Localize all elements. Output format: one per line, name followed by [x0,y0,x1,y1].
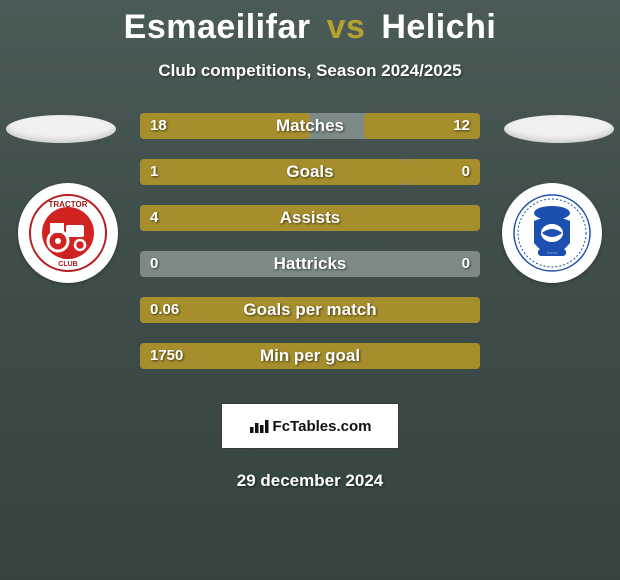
comparison-card: Esmaeilifar vs Helichi Club competitions… [0,0,620,580]
brand-text: FcTables.com [273,418,372,435]
svg-text:~~~~: ~~~~ [547,251,558,256]
chart-area: TRACTOR CLUB 1970 ~~~~ [0,105,620,385]
subtitle: Club competitions, Season 2024/2025 [0,61,620,81]
bar-left [140,205,480,231]
bar-left [140,159,405,185]
player2-club-badge: ~~~~ [502,183,602,283]
brand-prefix: Fc [273,418,291,435]
stat-row: Min per goal1750 [140,343,480,369]
value-left: 4 [150,209,158,226]
date-label: 29 december 2024 [0,471,620,491]
value-left: 18 [150,117,167,134]
value-right: 0 [462,163,470,180]
value-left: 1750 [150,347,183,364]
stat-label: Hattricks [140,254,480,274]
value-left: 1 [150,163,158,180]
bar-left [140,343,480,369]
bars-icon [249,418,269,434]
vs-label: vs [327,8,366,46]
player1-club-badge: TRACTOR CLUB 1970 [18,183,118,283]
stat-row: Hattricks0 0 [140,251,480,277]
player1-oval [6,115,116,143]
page-title: Esmaeilifar vs Helichi [0,8,620,47]
stat-row: Assists4 [140,205,480,231]
stat-row: Matches1812 [140,113,480,139]
stat-rows: Matches1812Goals10Assists4Hattricks00Goa… [140,113,480,389]
value-left: 0.06 [150,301,179,318]
value-right: 12 [453,117,470,134]
value-left: 0 [150,255,158,272]
bar-left [140,297,480,323]
brand-main: Tables [290,418,336,435]
svg-text:CLUB: CLUB [58,261,77,268]
blue-crest-icon: ~~~~ [512,193,592,273]
brand-suffix: .com [336,418,371,435]
stat-row: Goals per match0.06 [140,297,480,323]
tractor-logo-icon: TRACTOR CLUB 1970 [28,193,108,273]
player1-name: Esmaeilifar [124,8,311,46]
stat-row: Goals10 [140,159,480,185]
value-right: 0 [462,255,470,272]
svg-text:1970: 1970 [62,255,73,261]
brand-badge[interactable]: FcTables.com [221,403,399,449]
player2-oval [504,115,614,143]
player2-name: Helichi [381,8,496,46]
